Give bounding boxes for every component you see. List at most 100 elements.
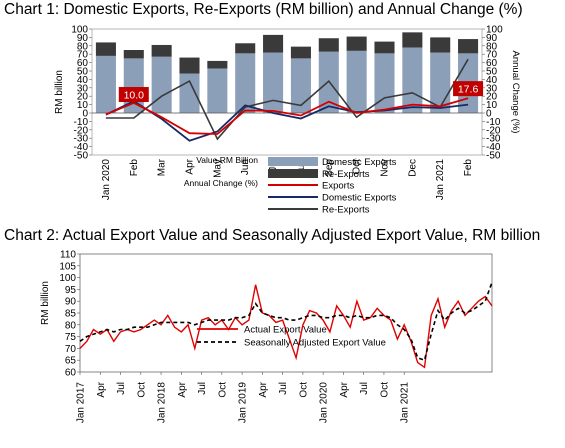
chart1-x-tick-label: Apr bbox=[185, 158, 196, 174]
chart1-y-tick-label: 80 bbox=[77, 41, 89, 52]
chart1-bar-reexports bbox=[430, 37, 451, 53]
chart2-y-tick-label: 75 bbox=[65, 332, 77, 343]
chart1-bar-reexports bbox=[235, 43, 256, 54]
chart2-y-tick-label: 90 bbox=[65, 297, 77, 308]
chart1-x-tick-label: Jan 2021 bbox=[435, 159, 446, 201]
chart2-y-tick-label: 85 bbox=[65, 309, 77, 320]
chart1-bar-reexports bbox=[458, 39, 479, 54]
chart2-x-tick-label: Apr bbox=[339, 381, 350, 397]
chart1-y-tick-label: 60 bbox=[77, 58, 89, 69]
chart1-y-tick-label: 30 bbox=[77, 83, 89, 94]
chart1-bar-domestic bbox=[374, 53, 395, 113]
chart1-bar-reexports bbox=[290, 46, 311, 59]
chart1-bar-reexports bbox=[123, 50, 144, 59]
chart2-x-tick-label: Oct bbox=[298, 382, 309, 398]
chart1-bar-domestic bbox=[346, 50, 367, 113]
chart2-y-tick-label: 95 bbox=[65, 285, 77, 296]
chart1-y-tick-label: 20 bbox=[77, 92, 89, 103]
chart1-bar-reexports bbox=[179, 57, 200, 74]
chart1-bar-domestic bbox=[207, 68, 228, 113]
chart1-legend-line-label: Domestic Exports bbox=[322, 193, 397, 204]
chart1-bar-reexports bbox=[346, 36, 367, 51]
chart2-y-tick-label: 65 bbox=[65, 356, 77, 367]
chart1-legend-line-label: Re-Exports bbox=[322, 205, 370, 216]
chart1-line-re-exports bbox=[105, 58, 469, 141]
chart1-x-tick-label: May bbox=[212, 159, 223, 178]
chart1-y2-tick-label: 0 bbox=[486, 109, 492, 120]
chart2-x-tick-label: Jan 2017 bbox=[76, 382, 87, 424]
chart1-y2-tick-label: -20 bbox=[486, 125, 501, 136]
chart1-y-tick-label: -40 bbox=[74, 142, 89, 153]
chart2-line-seasonally-adjusted bbox=[79, 282, 493, 362]
chart1-x-tick-label: Jun bbox=[240, 159, 251, 175]
chart1-legend-swatch-reexports bbox=[268, 169, 318, 178]
chart1-legend-change-heading: Annual Change (%) bbox=[184, 178, 258, 188]
chart2-legend-label-seasonally-adjusted: Seasonally Adjusted Export Value bbox=[244, 338, 386, 349]
chart2-y-tick-label: 100 bbox=[59, 273, 76, 284]
chart2-x-tick-label: Oct bbox=[217, 382, 228, 398]
chart1-y2-tick-label: 20 bbox=[486, 92, 498, 103]
chart1-y2-tick-label: -50 bbox=[486, 151, 501, 162]
chart1-x-tick-label: Dec bbox=[407, 159, 418, 177]
chart2-y-tick-label: 105 bbox=[59, 261, 76, 272]
chart1-y-tick-label: 10 bbox=[77, 100, 89, 111]
chart2-x-tick-label: Jan 2019 bbox=[238, 382, 249, 424]
chart1-y2-tick-label: 90 bbox=[486, 33, 498, 44]
chart1-y2-tick-label: -40 bbox=[486, 142, 501, 153]
chart1-x-tick-label: Feb bbox=[463, 159, 474, 177]
chart2-x-tick-label: Apr bbox=[258, 381, 269, 397]
chart1-x-tick-label: Nov bbox=[380, 159, 391, 177]
chart2-x-tick-label: Jan 2021 bbox=[400, 382, 411, 424]
chart1-data-label: 10.0 bbox=[124, 90, 145, 102]
chart1-y2-tick-label: 80 bbox=[486, 41, 498, 52]
chart1-y-tick-label: 40 bbox=[77, 75, 89, 86]
chart1-y2-tick-label: 30 bbox=[486, 83, 498, 94]
chart1-y-tick-label: 70 bbox=[77, 50, 89, 61]
chart1-data-label-box bbox=[118, 87, 149, 103]
chart2-x-tick-label: Jul bbox=[359, 382, 370, 395]
chart1-data-label-box bbox=[453, 81, 484, 97]
chart1-bar-domestic bbox=[235, 53, 256, 113]
chart1-y2-tick-label: 100 bbox=[486, 25, 503, 36]
chart1-y2-tick-label: -30 bbox=[486, 134, 501, 145]
chart2-line-actual bbox=[79, 284, 493, 369]
chart1-bar-domestic bbox=[290, 58, 311, 113]
chart1-bar-reexports bbox=[151, 44, 172, 57]
chart1-bar-reexports bbox=[318, 38, 339, 52]
chart1-bar-reexports bbox=[263, 34, 284, 53]
chart2-x-tick-label: Apr bbox=[177, 381, 188, 397]
chart1-title: Chart 1: Domestic Exports, Re-Exports (R… bbox=[4, 1, 523, 18]
chart1-y-tick-label: 100 bbox=[71, 25, 88, 36]
chart2-plot-area bbox=[79, 253, 493, 373]
chart1-y-tick-label: -10 bbox=[74, 117, 89, 128]
chart1-y2-axis-label: Annual Change (%) bbox=[510, 51, 521, 134]
chart2-x-tick-label: Jul bbox=[197, 382, 208, 395]
chart1-bar-reexports bbox=[374, 41, 395, 54]
chart1-y-axis-label: RM billion bbox=[54, 70, 65, 114]
chart1-x-tick-label: Jan 2020 bbox=[101, 159, 112, 201]
chart2-title: Chart 2: Actual Export Value and Seasona… bbox=[4, 227, 541, 244]
chart1-bar-domestic bbox=[95, 55, 116, 113]
chart1-y2-tick-label: 40 bbox=[486, 75, 498, 86]
chart1-y-tick-label: 0 bbox=[82, 109, 88, 120]
chart1-legend-value-heading: Value RM Billion bbox=[196, 155, 258, 165]
chart1-x-tick-label: Feb bbox=[129, 159, 140, 177]
chart1-line-domestic-exports bbox=[105, 100, 469, 142]
chart1-y2-tick-label: 10 bbox=[486, 100, 498, 111]
chart2-x-tick-label: Jan 2018 bbox=[157, 382, 168, 424]
chart2-y-tick-label: 70 bbox=[65, 344, 77, 355]
chart2-x-tick-label: Oct bbox=[379, 382, 390, 398]
chart2-y-tick-label: 80 bbox=[65, 320, 77, 331]
chart2-y-tick-label: 60 bbox=[65, 368, 77, 379]
chart1-legend-label-reexports: Re-Exports bbox=[322, 169, 370, 180]
chart2-y-tick-label: 110 bbox=[60, 250, 76, 261]
chart2-x-tick-label: Oct bbox=[136, 382, 147, 398]
chart1-bar-domestic bbox=[263, 52, 284, 113]
chart1-y2-tick-label: -10 bbox=[486, 117, 501, 128]
chart1-bar-reexports bbox=[402, 32, 423, 48]
chart1-legend-swatch-domestic bbox=[268, 157, 318, 166]
chart1-bar-reexports bbox=[95, 42, 116, 56]
chart1-bar-domestic bbox=[151, 56, 172, 113]
chart1-data-label: 17.6 bbox=[458, 84, 479, 96]
